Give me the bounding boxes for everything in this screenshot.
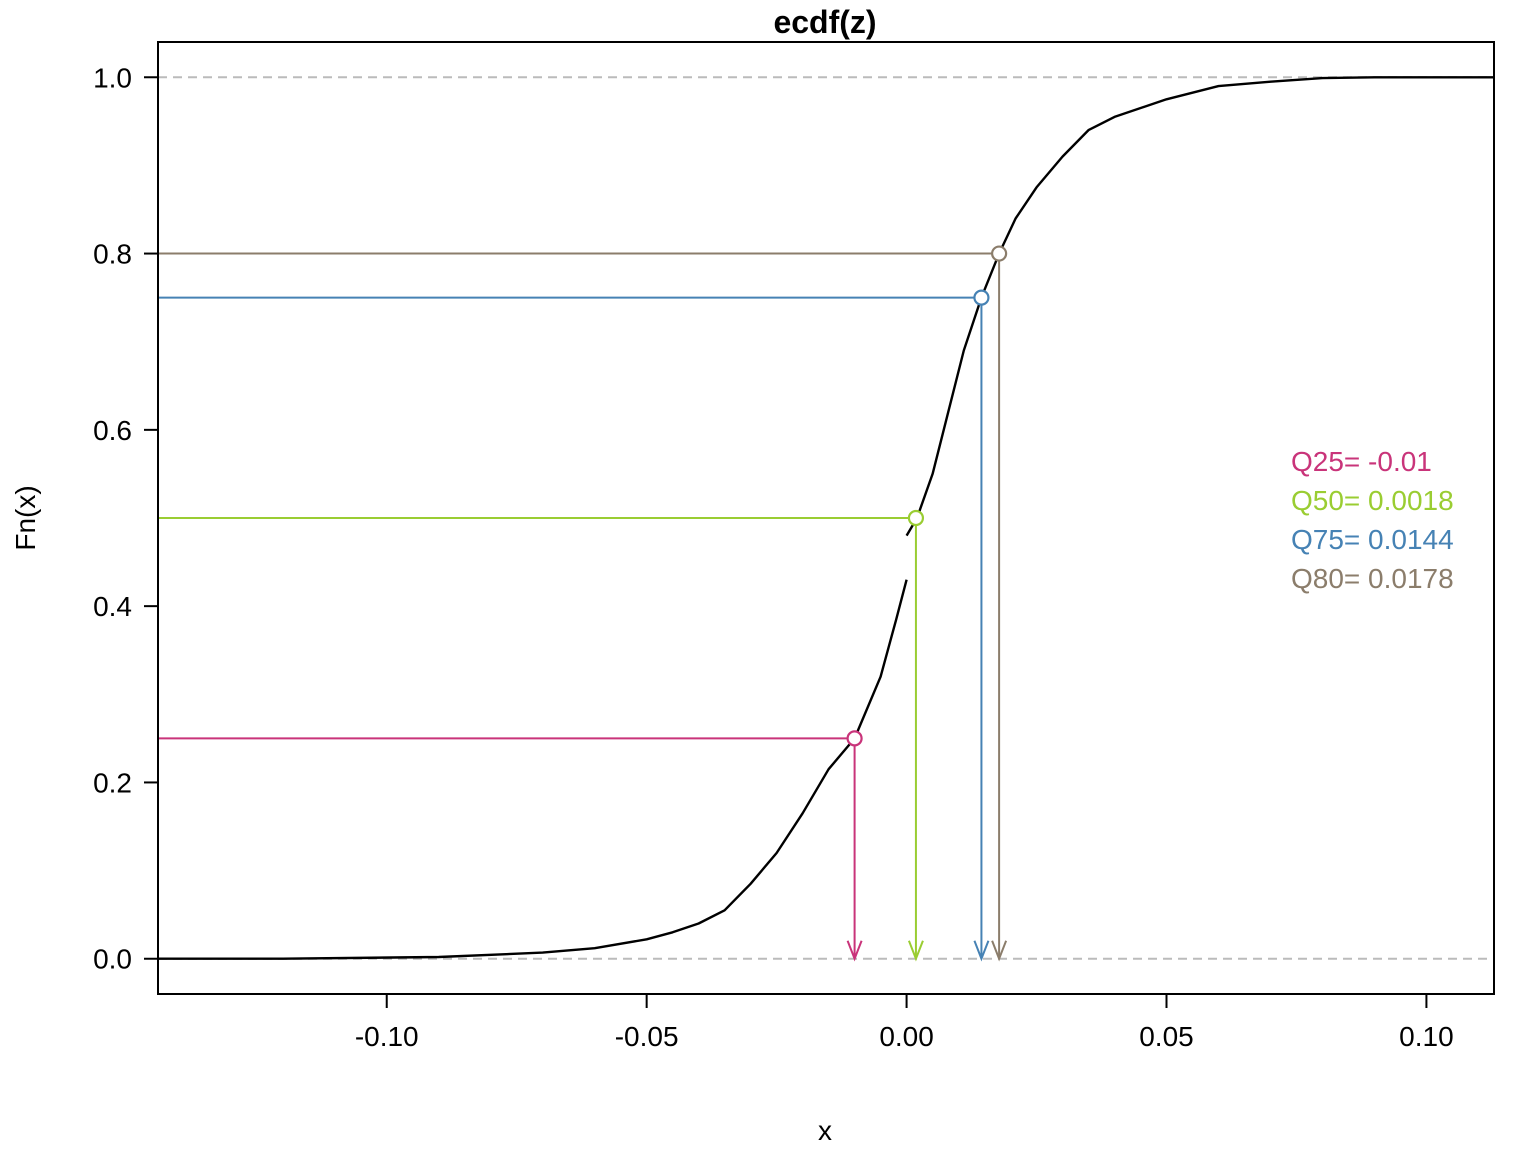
y-tick-label: 0.6: [93, 415, 132, 446]
y-tick-label: 0.2: [93, 767, 132, 798]
plot-frame: [157, 41, 1495, 995]
quantile-point: [991, 245, 1008, 262]
quantile-legend-label: Q25= -0.01: [1291, 446, 1432, 477]
x-tick-label: 0.05: [1139, 1021, 1194, 1052]
x-tick-label: 0.00: [879, 1021, 934, 1052]
x-axis-label: x: [818, 1115, 832, 1146]
quantile-point: [907, 509, 925, 527]
x-tick-label: 0.10: [1399, 1021, 1454, 1052]
ecdf-curve-segment-0: [158, 579, 908, 960]
quantile-arrowhead: [991, 940, 1008, 962]
y-tick-label: 0.4: [93, 591, 132, 622]
y-tick-label: 1.0: [93, 62, 132, 93]
y-tick-label: 0.8: [93, 239, 132, 270]
quantile-arrowhead: [973, 940, 990, 962]
x-tick-label: -0.05: [615, 1021, 679, 1052]
quantile-point: [973, 289, 990, 306]
chart-title: ecdf(z): [773, 4, 876, 40]
quantile-arrowhead: [846, 940, 863, 962]
quantile-legend-label: Q50= 0.0018: [1291, 485, 1454, 516]
y-axis-label: Fn(x): [10, 485, 41, 550]
quantile-legend-label: Q80= 0.0178: [1291, 563, 1454, 594]
quantile-point: [846, 730, 863, 747]
quantile-arrowhead: [908, 940, 924, 962]
quantile-legend-label: Q75= 0.0144: [1291, 524, 1454, 555]
ecdf-curve-segment-1: [905, 76, 1494, 537]
x-tick-label: -0.10: [355, 1021, 419, 1052]
y-tick-label: 0.0: [93, 944, 132, 975]
